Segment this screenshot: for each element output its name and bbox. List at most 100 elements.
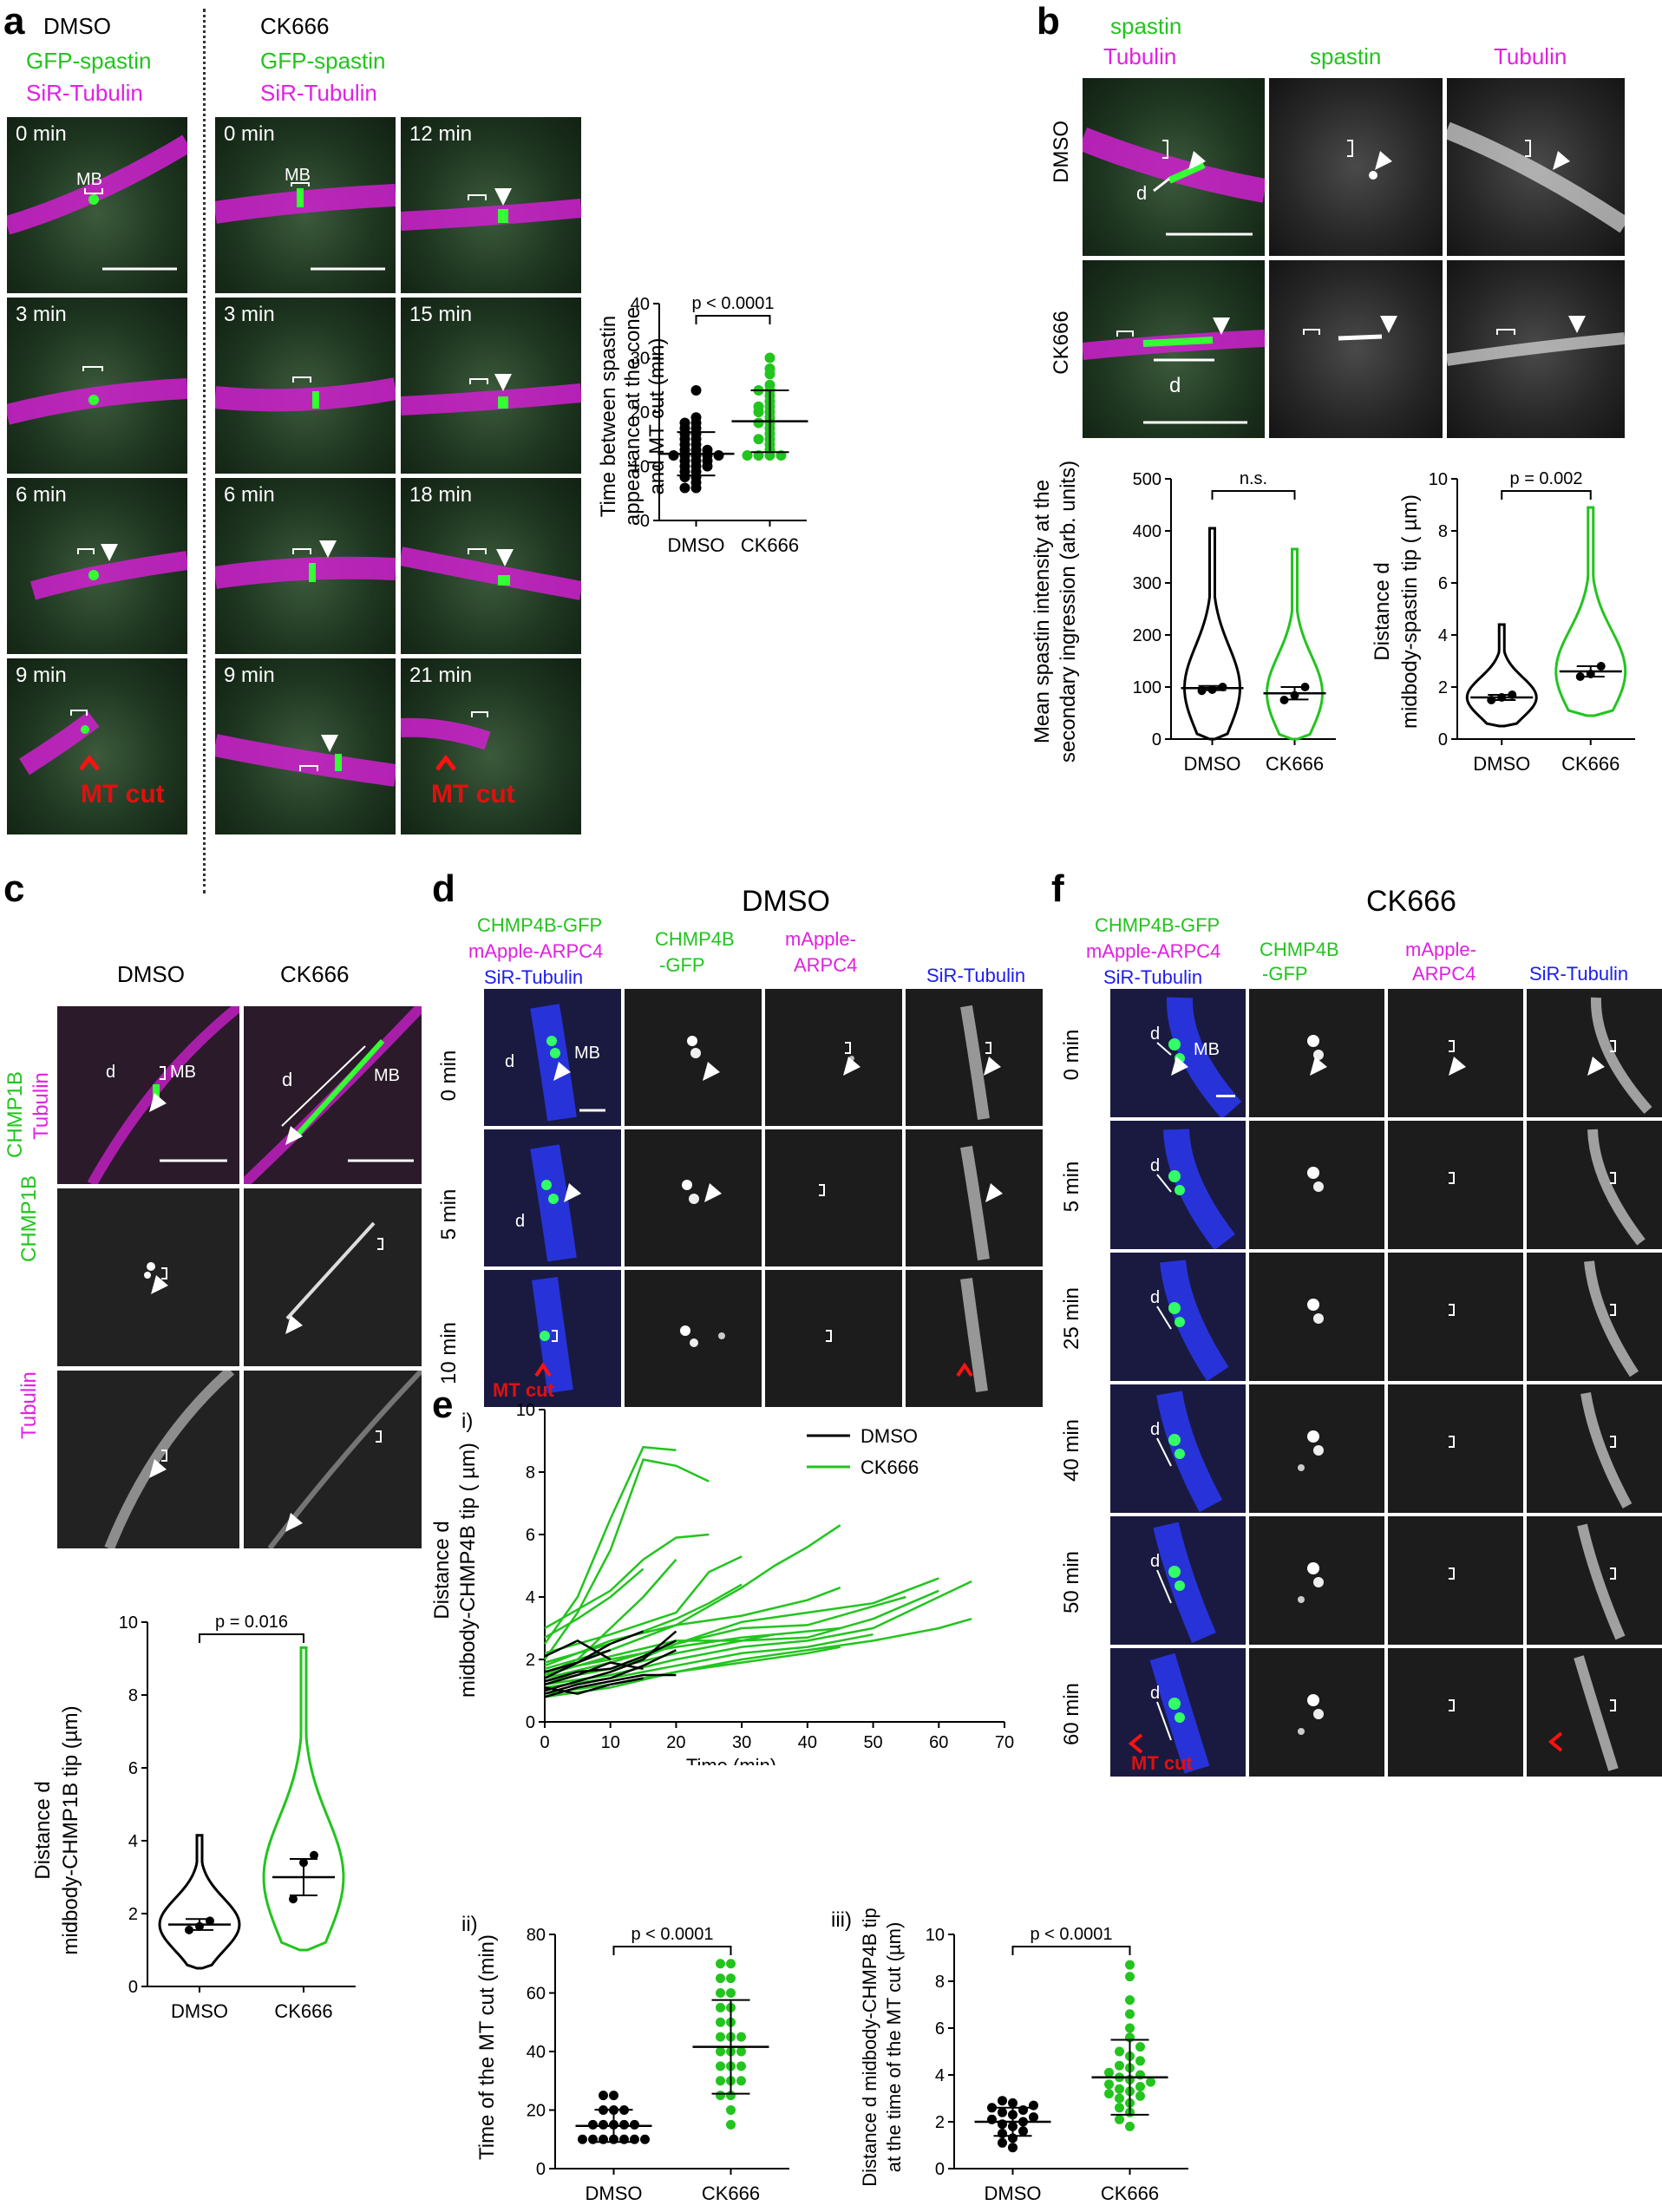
data-point xyxy=(736,2061,746,2071)
microtubule-bundle xyxy=(1156,1391,1223,1513)
legend-label: CK666 xyxy=(860,1456,919,1478)
p-value-label: p < 0.0001 xyxy=(631,1925,713,1944)
data-point xyxy=(726,2105,736,2115)
data-point xyxy=(716,2061,725,2071)
panel-c-ylabel-line1: Distance d xyxy=(31,1781,55,1880)
distance-d-line xyxy=(1156,1306,1172,1330)
panel-d-r0-merge: d MB xyxy=(484,989,621,1126)
data-point xyxy=(599,2119,608,2130)
panel-b2-ylabel-line2: midbody-spastin tip ( µm) xyxy=(1398,494,1422,729)
replicate-mean-point xyxy=(1596,662,1606,671)
data-point xyxy=(578,2134,587,2144)
distance-d-label: d xyxy=(1150,1684,1160,1703)
data-point xyxy=(1115,2114,1124,2124)
panel-f-image xyxy=(1449,1567,1455,1580)
data-point xyxy=(753,417,764,429)
panel-f-r1-tubulin xyxy=(1527,1121,1662,1249)
panel-b-dmso-tubulin xyxy=(1447,78,1625,256)
microtubule-bundle xyxy=(1577,1523,1626,1640)
panel-c-dmso-tubulin xyxy=(57,1371,239,1548)
replicate-mean-point xyxy=(299,1858,308,1868)
panel-a-dmso-heading: DMSO xyxy=(43,13,111,39)
panel-f-mt-cut: MT cut xyxy=(1131,1752,1193,1774)
panel-e-i-ylabel-line2: midbody-CHMP4B tip ( µm) xyxy=(456,1443,480,1698)
panel-b-dmso-spastin xyxy=(1269,78,1443,256)
panel-a-dmso-frame-0: 0 min MB xyxy=(7,117,187,293)
panel-f-time-3: 40 min xyxy=(1060,1418,1083,1482)
series-line-dmso xyxy=(544,1639,677,1683)
data-point xyxy=(736,2076,746,2086)
series-line-ck666 xyxy=(544,1633,775,1683)
panel-e-iii-ylabel-line1: Distance d midbody-CHMP4B tip xyxy=(859,1908,880,2187)
chmp4b-spot xyxy=(1168,1566,1181,1578)
panel-f-r5-tubulin xyxy=(1527,1648,1662,1777)
x-tick-label: 10 xyxy=(601,1733,620,1752)
y-tick-label: 400 xyxy=(1133,522,1161,541)
panel-a-ck-mt-cut: MT cut xyxy=(431,780,515,808)
microtubule-bundle xyxy=(1580,1392,1633,1508)
panel-c-dmso-chmp1b xyxy=(57,1188,239,1366)
panel-a-ck-frame-6: 18 min xyxy=(401,478,581,654)
series-line-ck666 xyxy=(543,1445,677,1645)
x-category-label: CK666 xyxy=(1266,753,1324,775)
midbody-bracket xyxy=(1449,1172,1455,1184)
legend-label: DMSO xyxy=(860,1425,918,1447)
data-point xyxy=(1018,2126,1028,2137)
mt-cut-marker xyxy=(1547,1731,1563,1752)
p-value-label: p = 0.016 xyxy=(215,1613,288,1632)
p-value-label: p = 0.002 xyxy=(1510,469,1583,488)
y-tick-label: 6 xyxy=(1438,574,1448,593)
data-point xyxy=(1008,2143,1017,2153)
distance-d-line xyxy=(1156,1701,1172,1741)
midbody-bracket xyxy=(1610,1436,1616,1448)
distance-d-label: d xyxy=(1150,1024,1160,1044)
panel-a-ck-frame-4: 12 min xyxy=(401,117,581,293)
series-line-ck666 xyxy=(544,1626,841,1673)
panel-f-image xyxy=(1449,1040,1466,1076)
y-tick-label: 30 xyxy=(631,350,650,369)
panel-a-dmso-frame-1: 3 min xyxy=(7,298,187,474)
midbody-bracket xyxy=(1610,1699,1616,1711)
violin-shape xyxy=(1554,506,1627,717)
x-category-label: DMSO xyxy=(985,2183,1042,2204)
data-point xyxy=(690,412,702,423)
data-point xyxy=(1029,2112,1038,2123)
series-line-dmso xyxy=(544,1661,644,1686)
replicate-mean-point xyxy=(1207,685,1217,694)
data-point xyxy=(1135,2042,1145,2052)
data-point xyxy=(609,2091,618,2101)
distance-d-line xyxy=(1156,1174,1172,1193)
y-tick-label: 2 xyxy=(935,2113,945,2132)
distance-d-label: d xyxy=(1150,1552,1160,1571)
panel-e-label: e xyxy=(432,1384,454,1426)
chmp4b-spot xyxy=(1313,1577,1324,1587)
data-point xyxy=(1008,2097,1017,2108)
panel-f-image: d xyxy=(1128,1652,1210,1774)
data-point xyxy=(668,450,679,461)
panel-f-r4-arpc4 xyxy=(1388,1516,1523,1645)
arrowhead xyxy=(1449,1057,1466,1076)
y-tick-label: 6 xyxy=(526,1526,535,1545)
chmp4b-spot xyxy=(1307,1167,1319,1179)
data-point xyxy=(716,2002,725,2012)
distance-d-label: d xyxy=(1150,1288,1160,1307)
data-point xyxy=(998,2096,1007,2106)
panel-d-h3b: ARPC4 xyxy=(794,954,858,976)
violin-shape xyxy=(1266,547,1324,741)
x-category-label: CK666 xyxy=(1561,753,1619,775)
panel-a-scatter-chart: 0 10 20 30 40 DMSO CK666 p < 0.0001 xyxy=(631,294,808,556)
panel-d-r1-arpc4 xyxy=(765,1129,902,1266)
panel-f-image xyxy=(1307,1299,1324,1324)
panel-b-row-dmso: DMSO xyxy=(1050,121,1073,183)
replicate-mean-point xyxy=(1487,696,1496,704)
replicate-mean-point xyxy=(289,1895,298,1904)
panel-e-ii-scatter-chart: 0 20 40 60 80 DMSO CK666 p < 0.0001 xyxy=(527,1925,789,2204)
panel-b-dmso-merge: d xyxy=(1083,78,1265,256)
panel-f-r0-tubulin xyxy=(1527,989,1662,1117)
data-point xyxy=(726,1959,736,1969)
y-tick-label: 2 xyxy=(1438,678,1448,697)
x-category-label: DMSO xyxy=(586,2183,643,2204)
y-tick-label: 500 xyxy=(1133,470,1161,489)
data-point xyxy=(998,2137,1007,2148)
chmp4b-spot xyxy=(1168,1170,1181,1182)
